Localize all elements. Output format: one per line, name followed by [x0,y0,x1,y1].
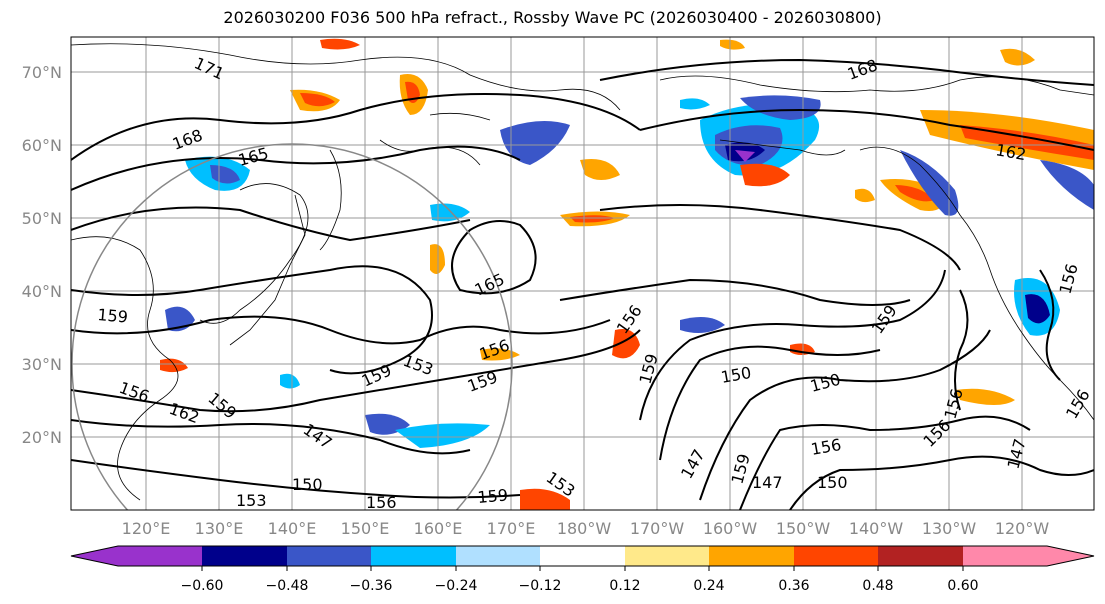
contour-label: 150 [817,473,848,492]
colorbar-tick-label: −0.24 [435,578,478,594]
lon-label: 150°W [776,519,831,538]
colorbar-segment [709,546,794,566]
colorbar-segment [118,546,202,566]
contour-label: 159 [97,305,129,327]
lon-label: 160°W [703,519,758,538]
contour-label: 150 [292,475,323,494]
colorbar-segment [202,546,287,566]
colorbar-tick-label: 0.48 [862,578,893,594]
lon-label: 120°E [122,519,171,538]
lon-label: 160°E [414,519,463,538]
latitude-axis: 70°N 60°N 50°N 40°N 30°N 20°N [22,63,62,447]
colorbar-over-arrow [963,546,1094,566]
lat-label: 50°N [22,209,62,228]
graticule [71,37,1094,510]
colorbar-tick-label: 0.12 [609,578,640,594]
colorbar-segment [287,546,371,566]
lon-label: 180°W [557,519,612,538]
lat-label: 20°N [22,428,62,447]
colorbar-tick-label: 0.24 [693,578,724,594]
lon-label: 120°W [995,519,1050,538]
colorbar-tick-label: 0.36 [778,578,809,594]
lon-label: 130°W [922,519,977,538]
lon-label: 130°E [195,519,244,538]
lon-label: 140°W [849,519,904,538]
contour-label: 147 [752,473,783,492]
lat-label: 70°N [22,63,62,82]
lat-label: 40°N [22,282,62,301]
lat-label: 60°N [22,136,62,155]
contour-label: 159 [477,485,509,507]
colorbar-tick-label: 0.60 [947,578,978,594]
longitude-axis: 120°E 130°E 140°E 150°E 160°E 170°E 180°… [122,519,1050,538]
lon-label: 140°E [268,519,317,538]
colorbar-segment [371,546,456,566]
range-ring [71,143,513,510]
lon-label: 170°E [487,519,536,538]
colorbar-segment [878,546,963,566]
colorbar-segment [625,546,709,566]
colorbar-tick-label: −0.60 [181,578,224,594]
lon-label: 150°E [341,519,390,538]
colorbar-under-arrow [71,546,118,566]
colorbar-tick-label: −0.36 [350,578,393,594]
colorbar-tick-label: −0.12 [519,578,562,594]
colorbar-segment [794,546,878,566]
colorbar-segment [540,546,625,566]
colorbar-tick-label: −0.48 [266,578,309,594]
contour-label: 153 [236,491,267,510]
lat-label: 30°N [22,355,62,374]
contours [71,58,1094,510]
colorbar: −0.60 −0.48 −0.36 −0.24 −0.12 0.12 0.24 … [70,545,1095,594]
contour-label: 156 [366,493,397,512]
map-frame [70,36,1095,511]
lon-label: 170°W [630,519,685,538]
map-title: 2026030200 F036 500 hPa refract., Rossby… [223,8,882,27]
colorbar-segment [456,546,540,566]
